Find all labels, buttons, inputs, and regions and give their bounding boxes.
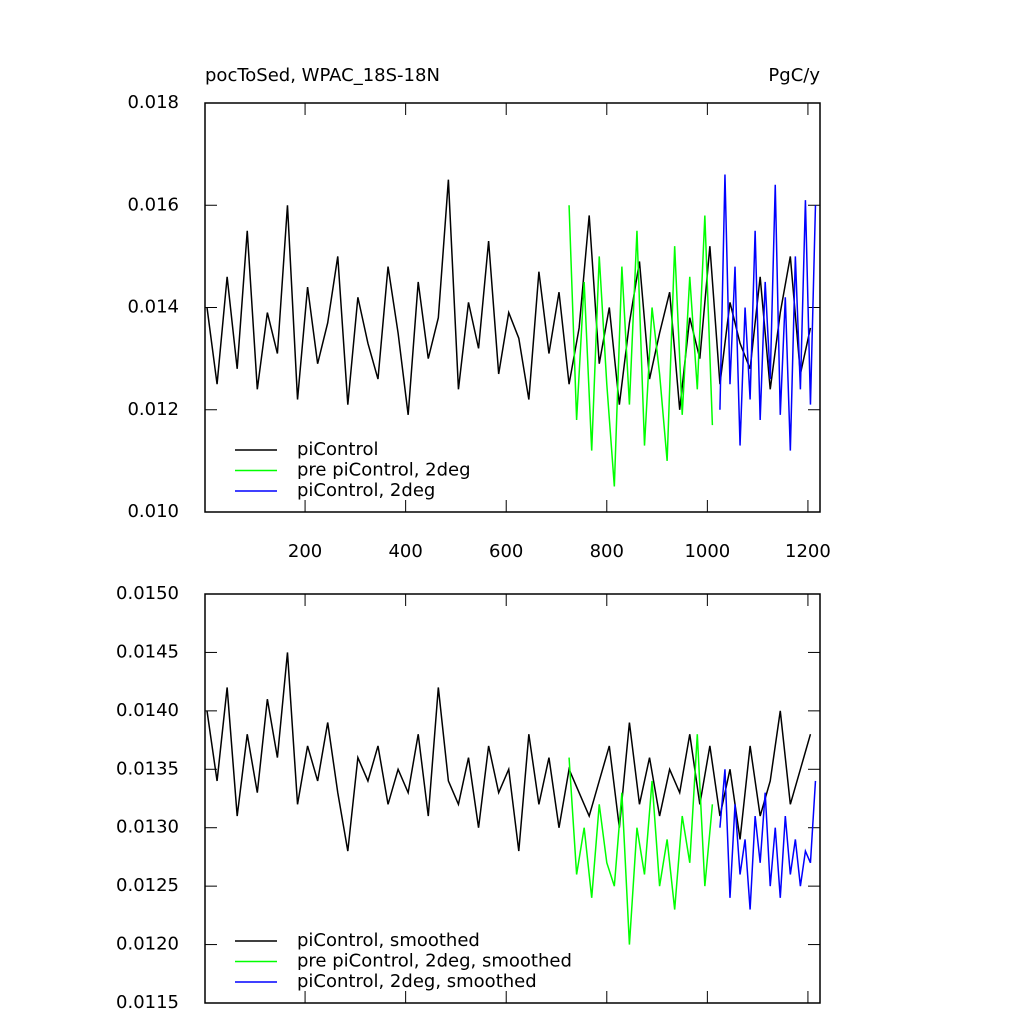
x-tick-label: 1200 — [785, 541, 831, 562]
legend-label: piControl, 2deg — [297, 480, 435, 501]
legend-label: piControl — [297, 439, 379, 460]
plot-frame — [204, 102, 821, 513]
x-tick-label: 400 — [388, 541, 422, 562]
x-tick-label: 800 — [590, 541, 624, 562]
y-tick-label: 0.0145 — [116, 641, 179, 662]
legend-label: piControl, smoothed — [297, 930, 480, 951]
y-tick-label: 0.0125 — [116, 875, 179, 896]
y-tick-label: 0.014 — [127, 297, 179, 318]
legend-label: piControl, 2deg, smoothed — [297, 971, 537, 992]
plot-frame — [204, 593, 821, 1004]
units-label: PgC/y — [768, 65, 820, 86]
series-line — [719, 174, 817, 451]
y-tick-label: 0.012 — [127, 399, 179, 420]
chart-title: pocToSed, WPAC_18S-18N — [205, 65, 440, 86]
x-tick-label: 200 — [288, 541, 322, 562]
series-line — [719, 769, 817, 910]
legend-label: pre piControl, 2deg, smoothed — [297, 951, 572, 972]
y-tick-label: 0.018 — [127, 92, 179, 113]
legend-label: pre piControl, 2deg — [297, 460, 471, 481]
y-tick-label: 0.0115 — [116, 992, 179, 1013]
y-tick-label: 0.010 — [127, 501, 179, 522]
y-tick-label: 0.0150 — [116, 583, 179, 604]
x-tick-label: 1000 — [684, 541, 730, 562]
series-line — [568, 205, 714, 487]
series-line — [206, 652, 812, 852]
y-tick-label: 0.0130 — [116, 817, 179, 838]
y-tick-label: 0.0120 — [116, 934, 179, 955]
series-line — [206, 179, 812, 415]
y-tick-label: 0.0140 — [116, 700, 179, 721]
y-tick-label: 0.016 — [127, 194, 179, 215]
y-tick-label: 0.0135 — [116, 758, 179, 779]
x-tick-label: 600 — [489, 541, 523, 562]
series-line — [568, 734, 714, 945]
